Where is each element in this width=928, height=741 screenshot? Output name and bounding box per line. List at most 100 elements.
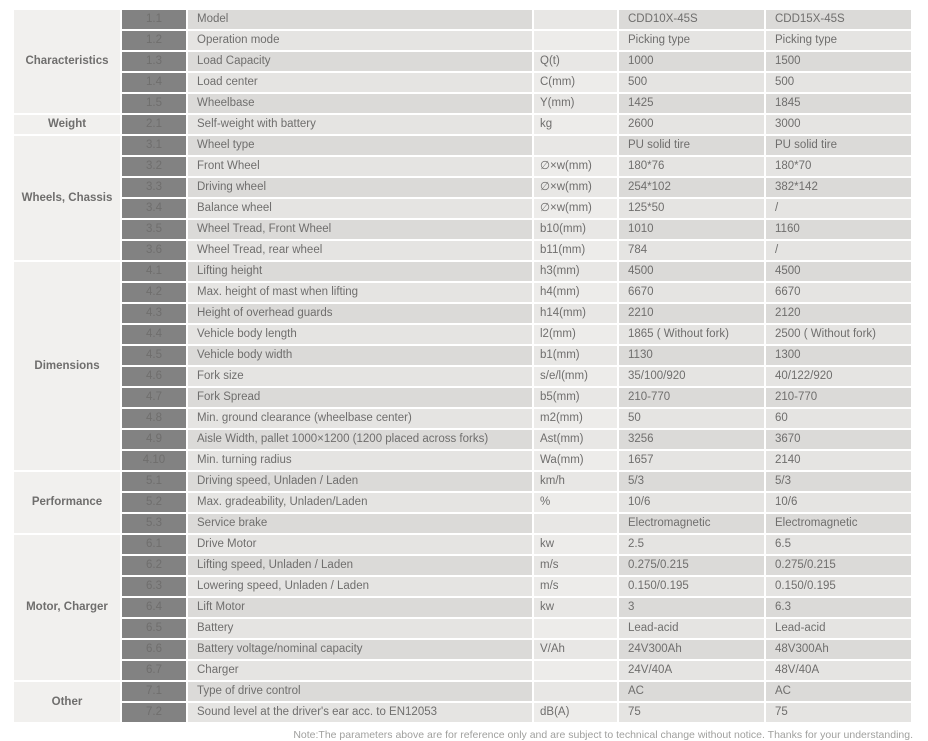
category-cell: Characteristics	[14, 10, 120, 113]
model2-value-cell: 75	[766, 703, 911, 722]
unit-cell: V/Ah	[534, 640, 617, 659]
parameter-name-cell: Fork Spread	[188, 388, 532, 407]
parameter-name-cell: Service brake	[188, 514, 532, 533]
parameter-name-cell: Front Wheel	[188, 157, 532, 176]
model2-value-cell: 60	[766, 409, 911, 428]
table-row: 1.3 Load Capacity Q(t) 1000 1500	[14, 52, 911, 71]
parameter-name-cell: Self-weight with battery	[188, 115, 532, 134]
model2-value-cell: 40/122/920	[766, 367, 911, 386]
model2-value-cell: 1845	[766, 94, 911, 113]
unit-cell: b1(mm)	[534, 346, 617, 365]
parameter-name-cell: Lowering speed, Unladen / Laden	[188, 577, 532, 596]
model1-value-cell: PU solid tire	[619, 136, 764, 155]
model2-value-cell: /	[766, 199, 911, 218]
table-row: 6.6 Battery voltage/nominal capacity V/Ah 2…	[14, 640, 911, 659]
table-row: 6.5 Battery Lead-acid Lead-acid	[14, 619, 911, 638]
row-index-cell: 3.2	[122, 157, 186, 176]
unit-cell	[534, 31, 617, 50]
unit-cell: s/e/l(mm)	[534, 367, 617, 386]
model2-value-cell: 6670	[766, 283, 911, 302]
model2-value-cell: 210-770	[766, 388, 911, 407]
unit-cell: m2(mm)	[534, 409, 617, 428]
parameter-name-cell: Drive Motor	[188, 535, 532, 554]
model2-value-cell: 1300	[766, 346, 911, 365]
table-row: Other 7.1 Type of drive control AC AC	[14, 682, 911, 722]
row-index-cell: 4.10	[122, 451, 186, 470]
model2-value-cell: 48V/40A	[766, 661, 911, 680]
model1-value-cell: 6670	[619, 283, 764, 302]
model1-value-cell: CDD10X-45S	[619, 10, 764, 29]
row-index-cell: 4.3	[122, 304, 186, 323]
parameter-name-cell: Max. height of mast when lifting	[188, 283, 532, 302]
unit-cell: m/s	[534, 577, 617, 596]
row-index-cell: 6.5	[122, 619, 186, 638]
row-index-cell: 1.3	[122, 52, 186, 71]
unit-cell	[534, 136, 617, 155]
unit-cell: dB(A)	[534, 703, 617, 722]
unit-cell: ∅×w(mm)	[534, 199, 617, 218]
parameter-name-cell: Max. gradeability, Unladen/Laden	[188, 493, 532, 512]
unit-cell	[534, 661, 617, 680]
row-index-cell: 6.4	[122, 598, 186, 617]
table-row: 1.2 Operation mode Picking type Picking typ…	[14, 31, 911, 50]
category-cell: Performance	[14, 472, 120, 533]
parameter-name-cell: Height of overhead guards	[188, 304, 532, 323]
table-row: 4.5 Vehicle body width b1(mm) 1130 1300	[14, 346, 911, 365]
parameter-name-cell: Vehicle body width	[188, 346, 532, 365]
row-index-cell: 2.1	[122, 115, 186, 134]
row-index-cell: 4.6	[122, 367, 186, 386]
parameter-name-cell: Aisle Width, pallet 1000×1200 (1200 plac…	[188, 430, 532, 449]
model1-value-cell: 1865 ( Without fork)	[619, 325, 764, 344]
table-row: 4.2 Max. height of mast when lifting h4(mm…	[14, 283, 911, 302]
model2-value-cell: /	[766, 241, 911, 260]
parameter-name-cell: Lifting height	[188, 262, 532, 281]
model2-value-cell: 500	[766, 73, 911, 92]
unit-cell: kw	[534, 598, 617, 617]
row-index-cell: 7.1	[122, 682, 186, 701]
model2-value-cell: AC	[766, 682, 911, 701]
parameter-name-cell: Lift Motor	[188, 598, 532, 617]
table-row: 5.2 Max. gradeability, Unladen/Laden% 10/6…	[14, 493, 911, 512]
model2-value-cell: PU solid tire	[766, 136, 911, 155]
unit-cell: l2(mm)	[534, 325, 617, 344]
model1-value-cell: 24V300Ah	[619, 640, 764, 659]
parameter-name-cell: Sound level at the driver's ear acc. to …	[188, 703, 532, 722]
table-row: 3.4 Balance wheel ∅×w(mm) 125*50/	[14, 199, 911, 218]
model1-value-cell: 2600	[619, 115, 764, 134]
row-index-cell: 4.7	[122, 388, 186, 407]
model1-value-cell: 254*102	[619, 178, 764, 197]
category-cell: Other	[14, 682, 120, 722]
model1-value-cell: Picking type	[619, 31, 764, 50]
table-row: Weight 2.1 Self-weight with battery kg 2600 3…	[14, 115, 911, 134]
model2-value-cell: 1500	[766, 52, 911, 71]
model2-value-cell: Picking type	[766, 31, 911, 50]
row-index-cell: 1.4	[122, 73, 186, 92]
row-index-cell: 1.1	[122, 10, 186, 29]
model1-value-cell: 784	[619, 241, 764, 260]
model1-value-cell: 1130	[619, 346, 764, 365]
row-index-cell: 4.4	[122, 325, 186, 344]
model1-value-cell: 3256	[619, 430, 764, 449]
parameter-name-cell: Fork size	[188, 367, 532, 386]
parameter-name-cell: Load center	[188, 73, 532, 92]
category-cell: Weight	[14, 115, 120, 134]
row-index-cell: 3.1	[122, 136, 186, 155]
row-index-cell: 3.6	[122, 241, 186, 260]
model2-value-cell: CDD15X-45S	[766, 10, 911, 29]
model2-value-cell: 10/6	[766, 493, 911, 512]
model2-value-cell: 6.3	[766, 598, 911, 617]
row-index-cell: 3.5	[122, 220, 186, 239]
model1-value-cell: 1010	[619, 220, 764, 239]
unit-cell: h14(mm)	[534, 304, 617, 323]
table-row: 6.7 Charger 24V/40A 48V/40A	[14, 661, 911, 680]
table-row: Characteristics 1.1 Model CDD10X-45S CDD15X-…	[14, 10, 911, 113]
unit-cell: ∅×w(mm)	[534, 178, 617, 197]
unit-cell: b11(mm)	[534, 241, 617, 260]
row-index-cell: 5.3	[122, 514, 186, 533]
parameter-name-cell: Model	[188, 10, 532, 29]
parameter-name-cell: Wheel type	[188, 136, 532, 155]
unit-cell: Wa(mm)	[534, 451, 617, 470]
row-index-cell: 6.3	[122, 577, 186, 596]
unit-cell: Y(mm)	[534, 94, 617, 113]
model1-value-cell: 5/3	[619, 472, 764, 491]
